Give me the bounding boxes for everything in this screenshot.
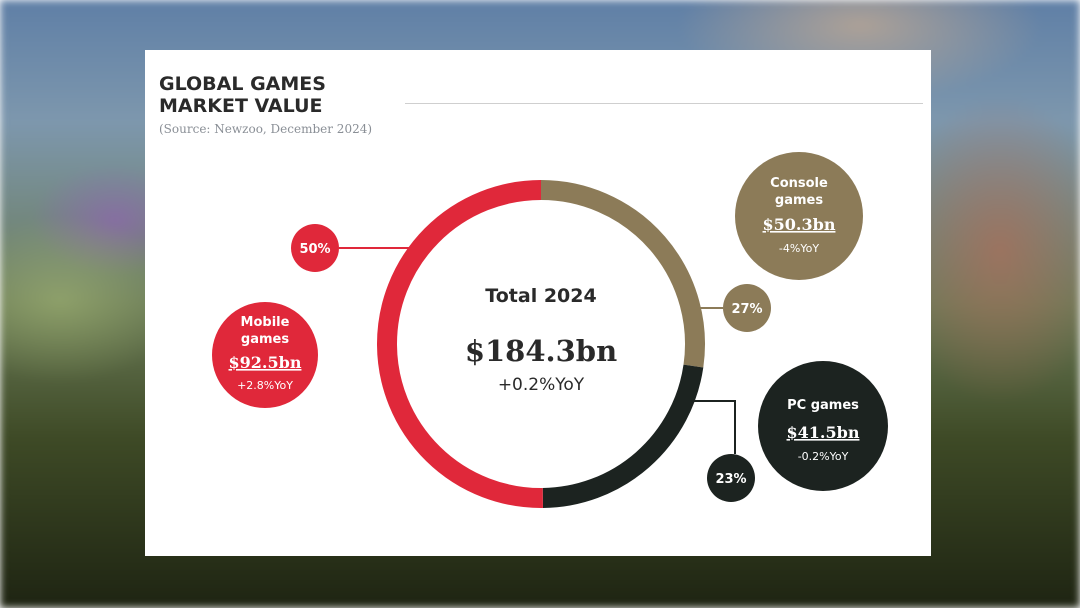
donut-chart: Total 2024 $184.3bn +0.2%YoY Mobile games… (212, 152, 888, 508)
chart-title: GLOBAL GAMES MARKET VALUE (159, 73, 326, 117)
center-total-value: $184.3bn (465, 334, 617, 368)
console-callout-bubble (735, 152, 863, 280)
pc-connector-line (693, 400, 736, 454)
pc-slice-arc (542, 364, 704, 508)
console-slice-arc (540, 180, 705, 368)
infographic-card: GLOBAL GAMES MARKET VALUE (Source: Newzo… (145, 50, 931, 556)
mobile-percent-bubble (291, 224, 339, 272)
mobile-percent-label: 50% (299, 242, 330, 257)
donut-ring (377, 180, 705, 508)
console-slice-value: $50.3bn (763, 215, 836, 234)
pc-percent-label: 23% (715, 472, 746, 487)
mobile-slice-name: Mobile games (241, 315, 290, 347)
console-percent-bubble (723, 284, 771, 332)
pc-slice-change: -0.2%YoY (798, 450, 849, 463)
pc-slice-value: $41.5bn (787, 423, 860, 442)
center-label: Total 2024 (485, 285, 596, 307)
pc-percent-bubble (707, 454, 755, 502)
chart-source: (Source: Newzoo, December 2024) (159, 122, 373, 136)
console-slice-name: Console games (770, 176, 828, 208)
callout-connectors (339, 247, 736, 454)
mobile-slice-value: $92.5bn (229, 353, 302, 372)
mobile-slice-change: +2.8%YoY (237, 379, 293, 392)
mobile-callout-bubble (212, 302, 318, 408)
console-percent-label: 27% (731, 302, 762, 317)
pc-callout-bubble (758, 361, 888, 491)
title-divider (405, 103, 923, 104)
console-slice-change: -4%YoY (779, 242, 819, 255)
mobile-slice-arc (377, 180, 543, 508)
center-total-change: +0.2%YoY (498, 375, 585, 395)
pc-slice-name: PC games (787, 398, 859, 413)
